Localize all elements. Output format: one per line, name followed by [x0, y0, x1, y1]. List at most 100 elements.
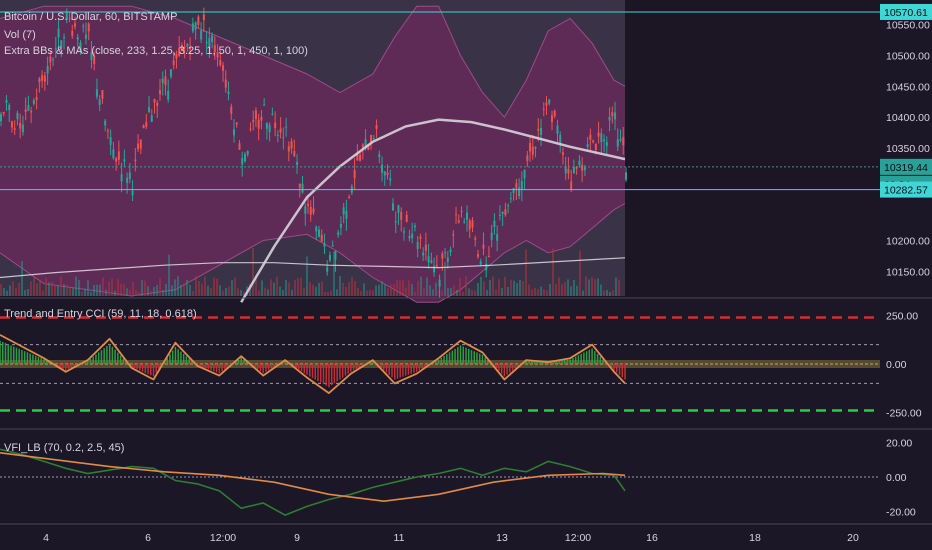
volume-bar	[414, 291, 416, 296]
volume-bar	[177, 276, 179, 296]
volume-bar	[534, 288, 536, 296]
candle-body	[471, 220, 474, 228]
candle-body	[556, 125, 559, 134]
volume-bar	[522, 281, 524, 296]
volume-bar	[450, 288, 452, 296]
candle-body	[315, 226, 318, 232]
volume-bar	[444, 261, 446, 296]
candle-body	[183, 46, 186, 48]
candle-body	[614, 112, 617, 120]
candle-body	[189, 47, 192, 50]
volume-bar	[393, 284, 395, 296]
candle-body	[567, 169, 570, 174]
candle-body	[512, 187, 515, 193]
candle-body	[131, 190, 134, 196]
candle-body	[619, 139, 622, 141]
candle-body	[383, 171, 386, 176]
candle-body	[364, 139, 367, 149]
volume-bar	[582, 290, 584, 296]
candle-body	[586, 144, 589, 148]
series-ma_flat	[0, 257, 626, 279]
volume-bar	[417, 280, 419, 296]
volume-bar	[357, 288, 359, 296]
volume-bar	[615, 277, 617, 296]
cci-title: Trend and Entry CCI (59, 11, 18, 0.618)	[4, 308, 197, 320]
candle-body	[356, 152, 359, 161]
candle-body	[422, 252, 425, 256]
volume-bar	[513, 280, 515, 296]
volume-bar	[225, 287, 227, 296]
time-tick-label: 9	[294, 532, 300, 544]
volume-bar	[366, 290, 368, 296]
volume-bar	[207, 285, 209, 296]
candle-body	[359, 154, 362, 161]
volume-bar	[324, 291, 326, 296]
volume-bar	[18, 283, 20, 296]
candle-body	[381, 164, 384, 173]
volume-bar	[264, 287, 266, 296]
volume-bar	[384, 284, 386, 296]
volume-bar	[42, 290, 44, 296]
price-tag-label: 10570.61	[884, 7, 928, 19]
candle-body	[304, 206, 307, 214]
candle-body	[224, 79, 227, 88]
volume-bars	[0, 247, 620, 296]
volume-bar	[57, 285, 59, 296]
candle-body	[194, 22, 197, 30]
candle-body	[592, 140, 595, 143]
volume-bar	[363, 283, 365, 296]
candle-body	[301, 183, 304, 193]
volume-bar	[252, 247, 254, 296]
time-tick-label: 11	[394, 532, 405, 544]
candle-body	[172, 60, 175, 66]
candle-body	[553, 111, 556, 117]
volume-bar	[3, 288, 5, 296]
volume-bar	[579, 250, 581, 296]
cci-tick-label: -250.00	[886, 407, 922, 419]
volume-bar	[168, 254, 170, 296]
volume-bar	[462, 291, 464, 296]
candle-body	[550, 115, 553, 123]
volume-bar	[174, 279, 176, 296]
candle-body	[408, 235, 411, 239]
candle-body	[153, 98, 156, 103]
time-axis[interactable]: 4 6 12:00 9 11 13 12:00 16 18 20	[0, 523, 932, 544]
candle-body	[400, 212, 403, 220]
candle-body	[581, 164, 584, 171]
candle-body	[186, 44, 189, 47]
volume-bar	[381, 281, 383, 296]
volume-bar	[237, 288, 239, 296]
cci-panel[interactable]: 250.00 0.00 -250.00	[0, 297, 932, 419]
candle-body	[254, 110, 257, 120]
volume-bar	[63, 284, 65, 296]
volume-bar	[261, 280, 263, 296]
volume-bar	[372, 290, 374, 296]
candle-body	[257, 119, 260, 129]
candle-body	[298, 183, 301, 188]
candle-body	[559, 134, 562, 144]
volume-bar	[129, 289, 131, 296]
candle-body	[490, 232, 493, 240]
candle-body	[331, 245, 334, 247]
candle-body	[419, 236, 422, 239]
candle-body	[38, 78, 41, 83]
candle-body	[76, 37, 79, 40]
candle-body	[534, 147, 537, 149]
volume-bar	[567, 279, 569, 296]
volume-bar	[510, 279, 512, 296]
vfi-panel[interactable]: 20.00 0.00 -20.00	[0, 428, 932, 519]
volume-bar	[345, 287, 347, 296]
volume-bar	[306, 256, 308, 296]
volume-bar	[27, 288, 29, 296]
volume-bar	[429, 285, 431, 296]
price-tick-label: 10200.00	[886, 236, 930, 248]
candle-body	[460, 210, 463, 212]
candle-body	[211, 35, 214, 42]
candle-body	[424, 244, 427, 251]
volume-bar	[315, 287, 317, 296]
volume-bar	[555, 283, 557, 296]
candle-body	[233, 129, 236, 136]
volume-bar	[273, 282, 275, 296]
